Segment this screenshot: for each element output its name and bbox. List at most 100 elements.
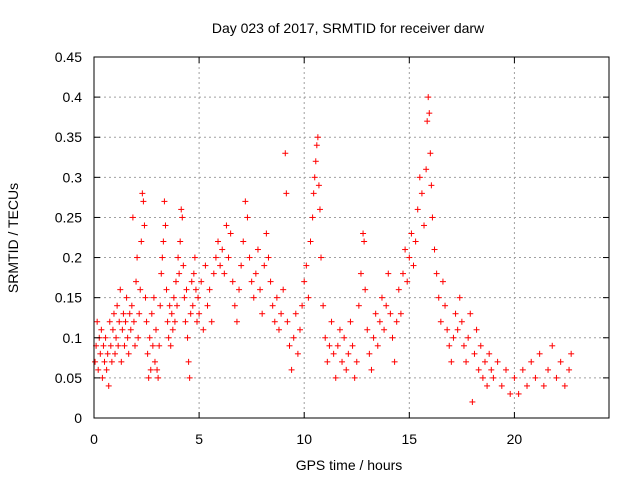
data-point [156, 342, 163, 349]
data-point [412, 238, 419, 245]
data-point [536, 350, 543, 357]
data-point [452, 310, 459, 317]
data-point [431, 246, 438, 253]
data-point [528, 358, 535, 365]
data-point [115, 342, 122, 349]
data-point [145, 374, 152, 381]
data-point [215, 238, 222, 245]
data-point [427, 150, 434, 157]
data-point [343, 366, 350, 373]
x-tick-label: 20 [507, 431, 523, 447]
data-point [112, 350, 119, 357]
data-point [305, 294, 312, 301]
data-point [313, 142, 320, 149]
data-point [334, 342, 341, 349]
data-point [498, 382, 505, 389]
plot-frame [93, 56, 610, 419]
data-point [374, 342, 381, 349]
data-point [225, 254, 232, 261]
data-point [150, 294, 157, 301]
y-tick-label: 0.3 [63, 169, 83, 185]
data-point [297, 326, 303, 333]
data-point [519, 366, 526, 373]
data-point [187, 310, 194, 317]
x-tick-label: 10 [296, 431, 312, 447]
data-point [553, 374, 560, 381]
data-point [181, 294, 188, 301]
data-point [236, 286, 243, 293]
data-point [540, 382, 547, 389]
data-point [353, 358, 360, 365]
data-point [157, 302, 164, 309]
x-tick-label: 5 [195, 431, 203, 447]
data-point [185, 358, 192, 365]
data-point [135, 334, 142, 341]
data-point [119, 326, 126, 333]
data-point [136, 310, 143, 317]
data-point [473, 326, 480, 333]
data-point [127, 326, 134, 333]
data-point [162, 222, 169, 229]
data-point [458, 318, 465, 325]
data-point [442, 302, 449, 309]
data-point [307, 238, 314, 245]
data-point [158, 270, 165, 277]
data-point [366, 350, 373, 357]
data-point [490, 374, 497, 381]
data-point [362, 286, 369, 293]
data-point [330, 350, 337, 357]
data-point [196, 310, 203, 317]
data-point [418, 190, 425, 197]
data-point [301, 278, 308, 285]
data-point [568, 350, 575, 357]
data-point [278, 310, 285, 317]
data-point [360, 230, 367, 237]
data-point [318, 254, 325, 261]
data-point [488, 366, 495, 373]
data-point [102, 334, 109, 341]
data-point [139, 190, 146, 197]
data-point [370, 334, 377, 341]
data-point [170, 294, 177, 301]
data-point [168, 310, 175, 317]
data-point [423, 166, 430, 173]
data-point [383, 302, 390, 309]
data-point [194, 318, 200, 325]
data-point [282, 150, 289, 157]
data-point [94, 318, 101, 325]
data-point [143, 318, 150, 325]
data-point [125, 350, 132, 357]
data-point [408, 230, 415, 237]
data-point [332, 374, 339, 381]
data-point [103, 366, 110, 373]
data-point [284, 318, 291, 325]
data-point [122, 318, 129, 325]
data-point [142, 294, 149, 301]
data-point [288, 366, 295, 373]
data-point [426, 110, 433, 117]
y-tick-label: 0.2 [63, 250, 83, 266]
data-point [259, 310, 266, 317]
data-point [421, 222, 428, 229]
data-point [372, 310, 379, 317]
data-point [320, 302, 327, 309]
data-point [414, 206, 421, 213]
data-point [316, 206, 323, 213]
data-point [105, 382, 112, 389]
data-point [134, 254, 141, 261]
y-tick-label: 0.35 [55, 129, 82, 145]
data-point [549, 342, 556, 349]
data-point [178, 206, 185, 213]
data-point [163, 286, 170, 293]
data-point [368, 366, 375, 373]
data-point [446, 342, 453, 349]
data-point [385, 270, 392, 277]
data-point [200, 326, 207, 333]
data-point [410, 262, 417, 269]
data-point [172, 278, 179, 285]
data-point [465, 334, 472, 341]
data-point [144, 350, 151, 357]
data-point [303, 262, 310, 269]
data-point [184, 334, 191, 341]
